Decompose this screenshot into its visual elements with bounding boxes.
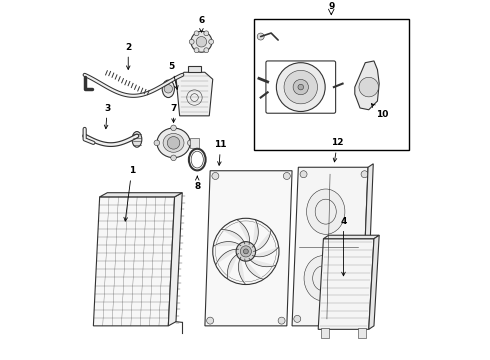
- Ellipse shape: [163, 134, 184, 152]
- Polygon shape: [99, 193, 182, 197]
- Polygon shape: [239, 257, 245, 284]
- Ellipse shape: [235, 242, 256, 261]
- Circle shape: [171, 125, 176, 131]
- Polygon shape: [249, 258, 275, 267]
- Text: 8: 8: [194, 176, 200, 191]
- Ellipse shape: [304, 256, 343, 301]
- Bar: [254, 19, 409, 150]
- Circle shape: [240, 246, 251, 257]
- Circle shape: [359, 77, 378, 97]
- Text: 12: 12: [331, 138, 343, 162]
- Text: 9: 9: [328, 3, 335, 12]
- Bar: [190, 138, 199, 148]
- Text: 3: 3: [104, 104, 110, 129]
- Circle shape: [194, 31, 199, 36]
- Polygon shape: [369, 235, 379, 329]
- Circle shape: [300, 171, 307, 178]
- Text: 11: 11: [214, 140, 227, 165]
- Circle shape: [164, 85, 172, 93]
- Circle shape: [236, 242, 256, 261]
- Text: 2: 2: [125, 42, 131, 69]
- Polygon shape: [169, 193, 182, 326]
- Polygon shape: [252, 220, 258, 247]
- Polygon shape: [323, 235, 379, 239]
- Circle shape: [244, 249, 248, 254]
- Circle shape: [209, 39, 214, 44]
- Circle shape: [167, 136, 180, 149]
- Circle shape: [276, 63, 325, 112]
- Polygon shape: [214, 242, 241, 246]
- Polygon shape: [355, 61, 379, 110]
- Ellipse shape: [307, 189, 345, 234]
- Circle shape: [194, 48, 199, 53]
- Polygon shape: [245, 259, 263, 279]
- Circle shape: [284, 70, 318, 104]
- Polygon shape: [205, 171, 292, 326]
- Circle shape: [293, 80, 308, 95]
- Polygon shape: [318, 239, 374, 329]
- Circle shape: [154, 140, 160, 146]
- Circle shape: [294, 315, 301, 322]
- Bar: [321, 328, 329, 338]
- Polygon shape: [221, 230, 245, 244]
- Circle shape: [204, 31, 209, 36]
- Bar: [188, 66, 201, 72]
- Circle shape: [196, 37, 207, 47]
- Ellipse shape: [132, 131, 142, 147]
- Circle shape: [212, 172, 219, 179]
- Circle shape: [298, 84, 304, 90]
- Text: 4: 4: [340, 217, 346, 276]
- Polygon shape: [237, 220, 249, 244]
- Circle shape: [361, 171, 368, 178]
- Circle shape: [189, 39, 194, 44]
- Circle shape: [188, 140, 193, 146]
- Ellipse shape: [162, 80, 174, 98]
- Circle shape: [278, 317, 285, 324]
- Text: 10: 10: [371, 104, 389, 120]
- Polygon shape: [253, 230, 271, 251]
- Polygon shape: [252, 247, 278, 257]
- Polygon shape: [216, 249, 239, 265]
- Polygon shape: [362, 164, 373, 326]
- Circle shape: [207, 317, 214, 324]
- Circle shape: [257, 33, 264, 40]
- Polygon shape: [227, 253, 239, 279]
- Circle shape: [204, 48, 209, 53]
- Circle shape: [355, 315, 362, 322]
- Circle shape: [171, 155, 176, 161]
- Text: 5: 5: [169, 62, 178, 89]
- Circle shape: [191, 31, 212, 52]
- Text: 7: 7: [171, 104, 177, 122]
- Bar: [358, 328, 366, 338]
- Text: 1: 1: [124, 166, 135, 221]
- Text: 6: 6: [198, 16, 204, 32]
- Polygon shape: [292, 167, 368, 326]
- Ellipse shape: [157, 128, 190, 158]
- Polygon shape: [94, 197, 174, 326]
- Polygon shape: [176, 72, 213, 116]
- Circle shape: [283, 172, 290, 179]
